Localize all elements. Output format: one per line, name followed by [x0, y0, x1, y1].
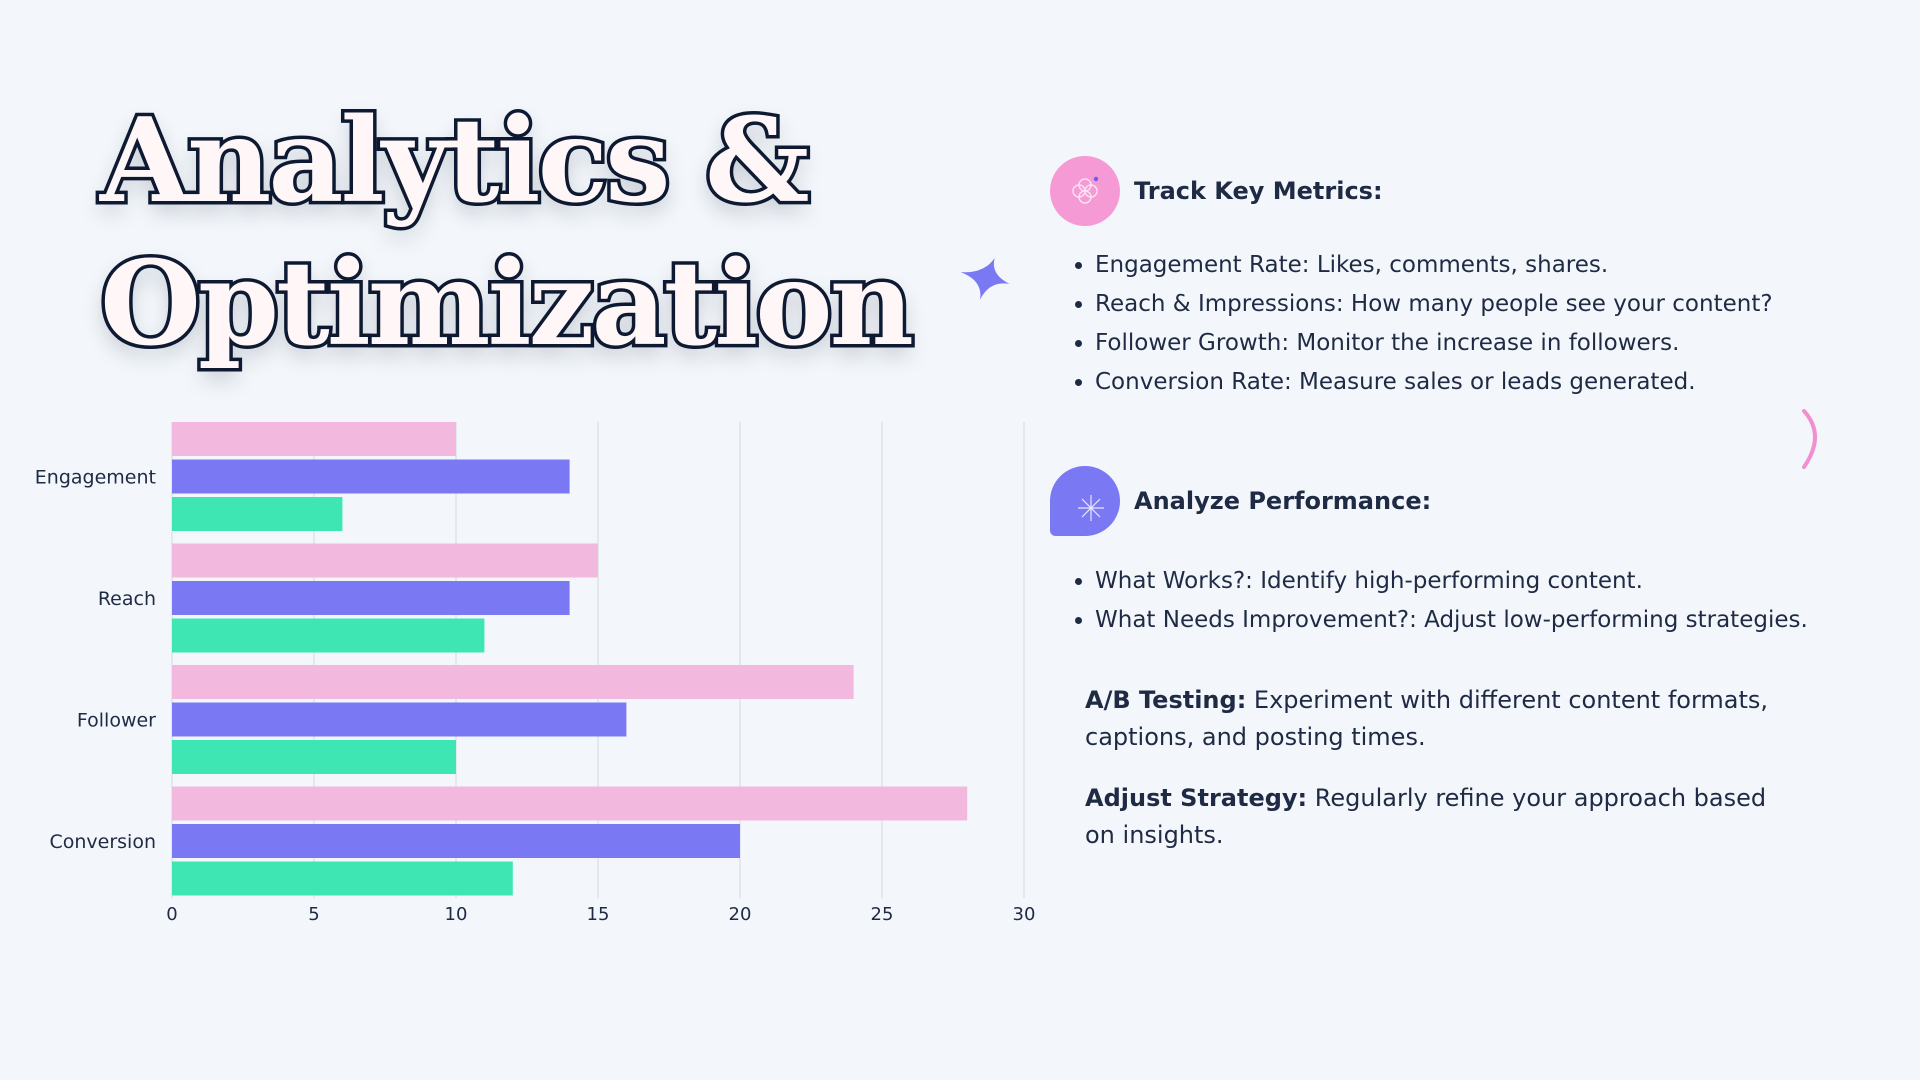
page-title: Analytics & Optimization	[96, 90, 917, 376]
list-item: Conversion Rate: Measure sales or leads …	[1095, 363, 1773, 402]
tick-label: 20	[729, 904, 752, 925]
list-item: Engagement Rate: Likes, comments, shares…	[1095, 246, 1773, 285]
list-item: Reach & Impressions: How many people see…	[1095, 285, 1773, 324]
adjust-strategy-label: Adjust Strategy:	[1085, 784, 1308, 812]
title-line-1: Analytics &	[96, 90, 813, 233]
tick-label: 10	[445, 904, 468, 925]
adjust-strategy-paragraph: Adjust Strategy: Regularly refine your a…	[1085, 780, 1785, 854]
bar	[172, 497, 343, 531]
category-label: Follower	[77, 710, 156, 732]
category-label: Reach	[98, 588, 156, 610]
adjust-strategy-text: Regularly refine your approach based on …	[1085, 784, 1767, 849]
ab-testing-text: Experiment with different content format…	[1085, 686, 1769, 751]
bar	[172, 824, 740, 858]
bar	[172, 459, 570, 494]
category-label: Conversion	[49, 831, 156, 853]
bar	[172, 786, 968, 821]
list-item: What Works?: Identify high-performing co…	[1095, 562, 1808, 601]
track-metrics-list: Engagement Rate: Likes, comments, shares…	[1073, 246, 1773, 402]
bar	[172, 740, 456, 774]
track-metrics-header: Track Key Metrics:	[1050, 156, 1383, 226]
ab-testing-label: A/B Testing:	[1085, 686, 1247, 714]
bar	[172, 618, 485, 653]
bar	[172, 422, 456, 456]
tick-label: 15	[587, 904, 610, 925]
list-item: Follower Growth: Monitor the increase in…	[1095, 324, 1773, 363]
list-item: What Needs Improvement?: Adjust low-perf…	[1095, 601, 1808, 640]
analyze-performance-title: Analyze Performance:	[1134, 487, 1432, 515]
arc-decoration-icon	[1802, 409, 1817, 469]
starburst-icon	[1050, 466, 1120, 536]
title-line-2: Optimization	[96, 233, 917, 376]
analyze-performance-header: Analyze Performance:	[1050, 466, 1431, 536]
tick-label: 5	[308, 904, 319, 925]
flower-icon	[1050, 156, 1120, 226]
tick-label: 25	[871, 904, 894, 925]
bar	[172, 543, 598, 578]
ab-testing-paragraph: A/B Testing: Experiment with different c…	[1085, 682, 1785, 756]
tick-label: 0	[166, 904, 177, 925]
bar	[172, 702, 627, 737]
category-label: Engagement	[35, 467, 156, 489]
track-metrics-title: Track Key Metrics:	[1134, 177, 1383, 205]
sparkle-icon	[960, 258, 1010, 300]
bar	[172, 861, 513, 896]
bar	[172, 581, 570, 615]
tick-label: 30	[1013, 904, 1036, 925]
bar	[172, 665, 854, 699]
metrics-bar-chart: Engagement Reach Follower Conversion 0 5 10 15 2…	[35, 422, 1036, 925]
analyze-performance-list: What Works?: Identify high-performing co…	[1073, 562, 1808, 640]
